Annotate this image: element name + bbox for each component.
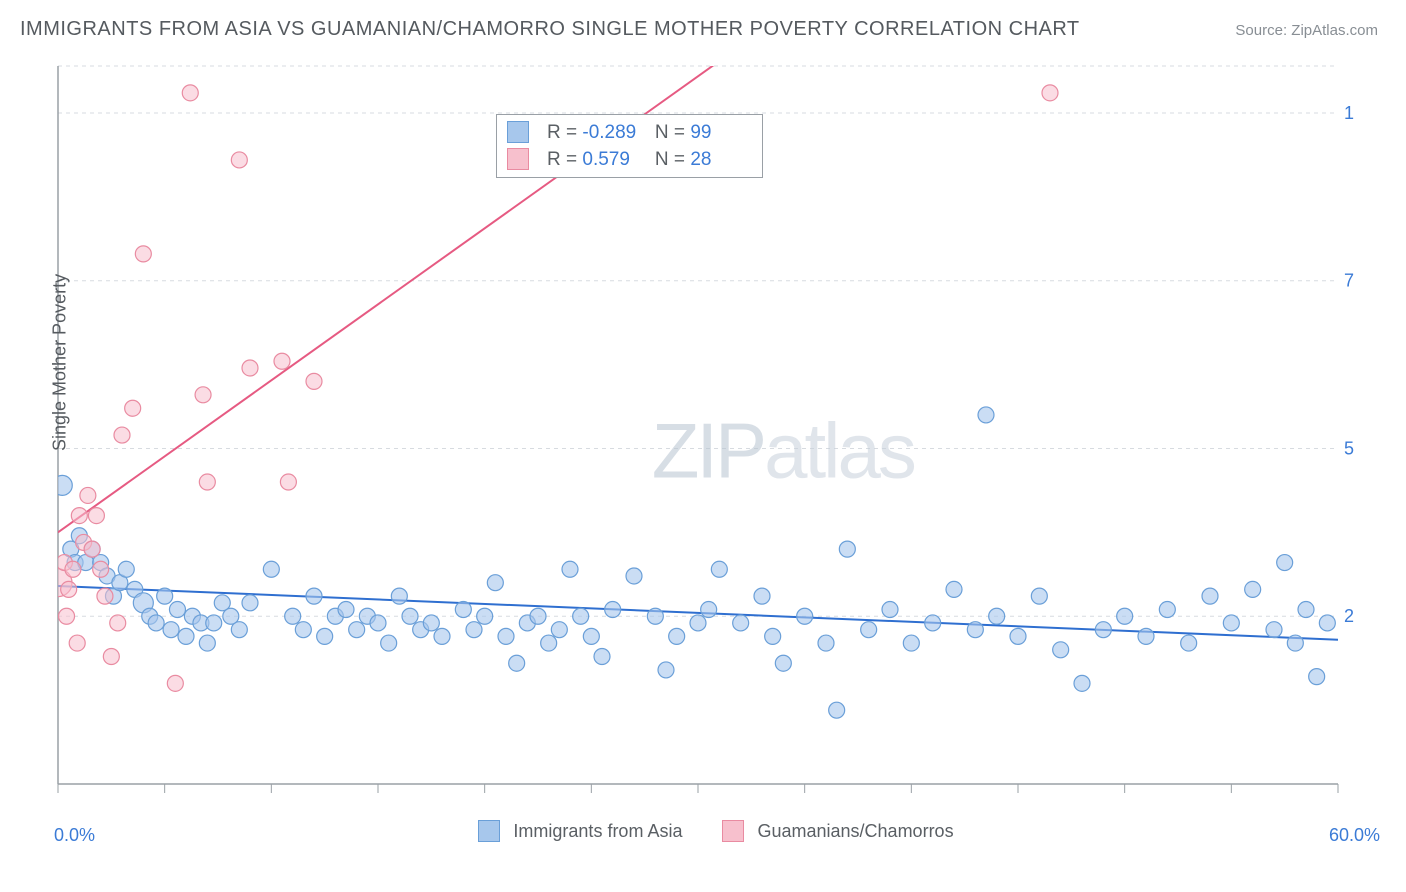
stats-row: R = -0.289 N = 99 [507, 119, 752, 146]
legend-swatch-b [722, 820, 744, 842]
svg-text:25.0%: 25.0% [1344, 606, 1354, 626]
correlation-stats-box: R = -0.289 N = 99R = 0.579 N = 28 [496, 114, 763, 178]
legend-label-b: Guamanians/Chamorros [757, 821, 953, 841]
stats-values: R = -0.289 N = 99 [547, 119, 752, 146]
svg-text:75.0%: 75.0% [1344, 271, 1354, 291]
legend-item-series-b: Guamanians/Chamorros [722, 821, 953, 843]
source-name: ZipAtlas.com [1291, 22, 1378, 39]
svg-text:100.0%: 100.0% [1344, 103, 1354, 123]
svg-text:50.0%: 50.0% [1344, 438, 1354, 458]
source-attribution: Source: ZipAtlas.com [1235, 22, 1378, 39]
stats-swatch [507, 148, 529, 170]
stats-values: R = 0.579 N = 28 [547, 146, 752, 173]
chart-container: Single Mother Poverty 25.0% 50.0% 75.0% 100… [48, 56, 1384, 846]
legend-label-a: Immigrants from Asia [513, 821, 682, 841]
stats-row: R = 0.579 N = 28 [507, 146, 752, 173]
legend-swatch-a [478, 820, 500, 842]
chart-title: IMMIGRANTS FROM ASIA VS GUAMANIAN/CHAMOR… [20, 18, 1080, 41]
legend-item-series-a: Immigrants from Asia [478, 821, 682, 843]
source-label: Source: [1235, 22, 1287, 39]
stats-swatch [507, 121, 529, 143]
y-axis-label: Single Mother Poverty [50, 274, 71, 451]
chart-legend: Immigrants from Asia Guamanians/Chamorro… [48, 818, 1384, 846]
